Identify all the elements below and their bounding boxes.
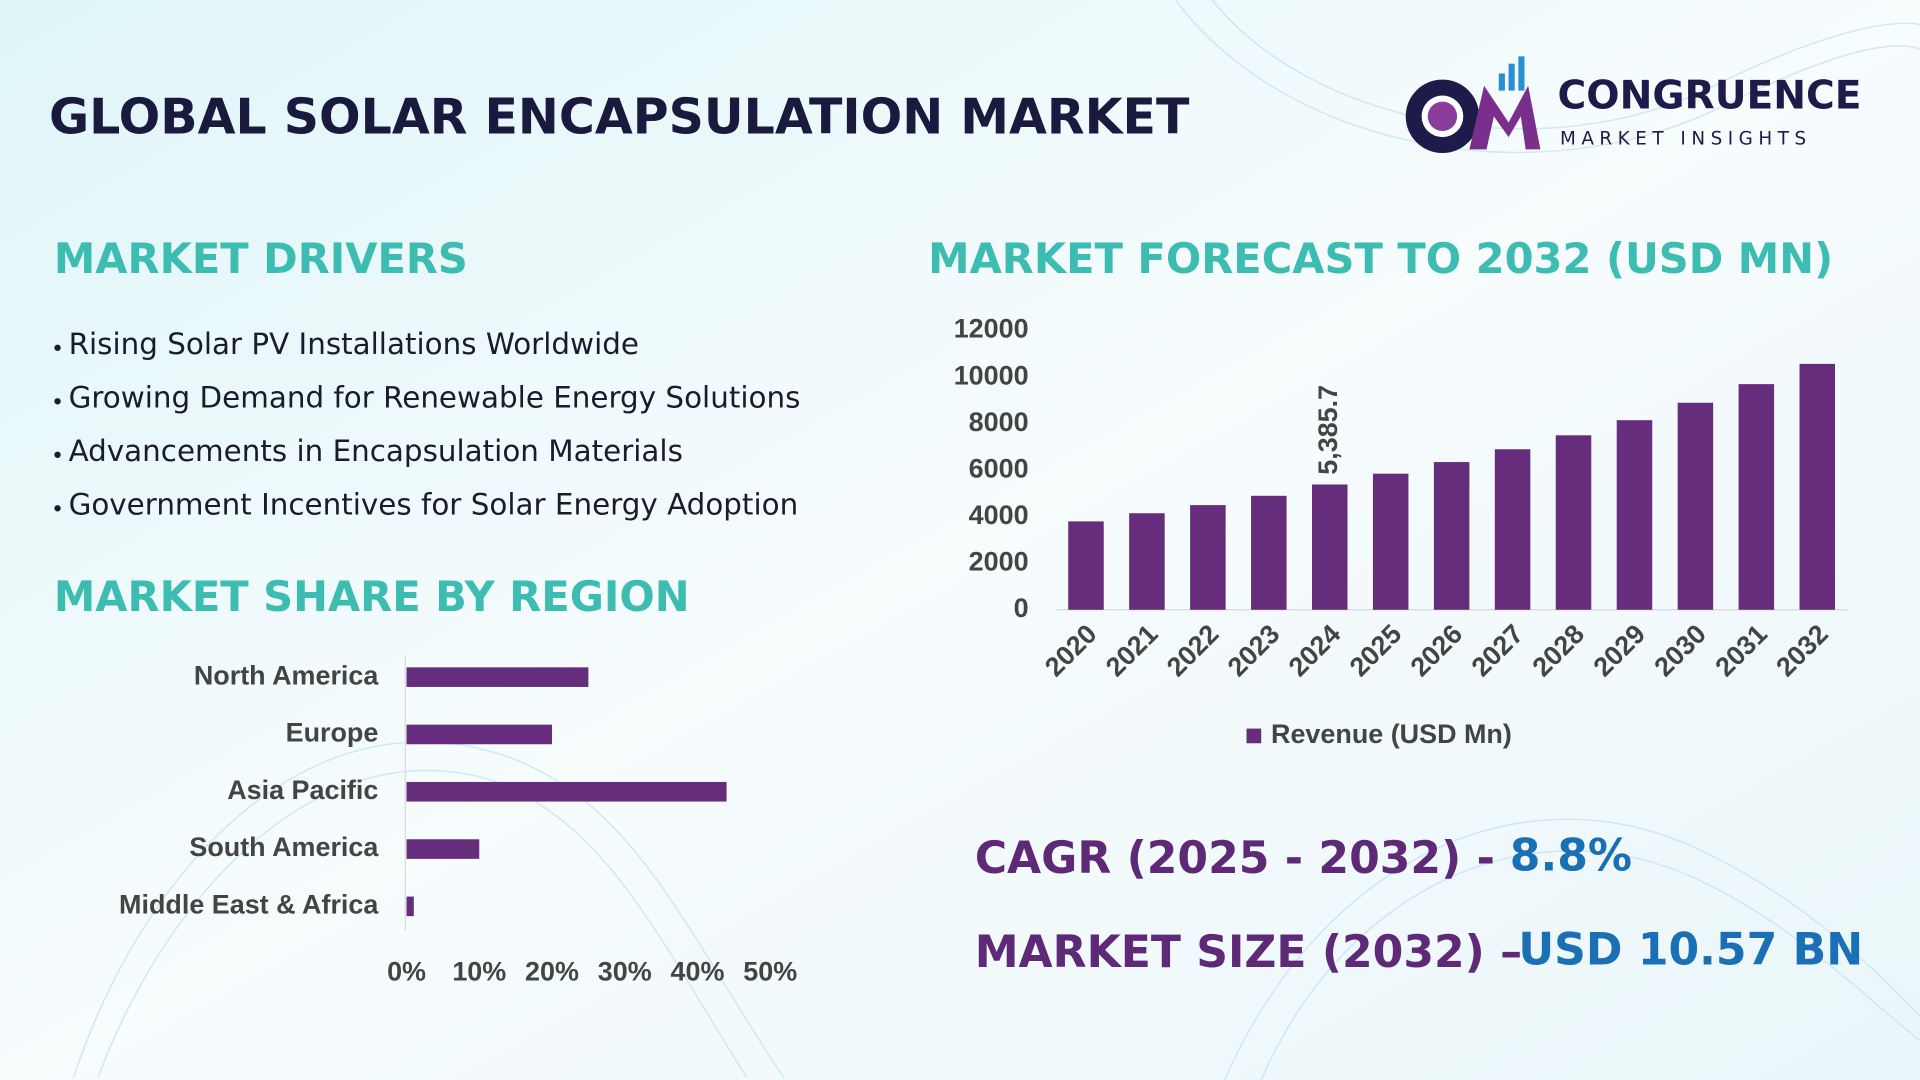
bar xyxy=(1494,449,1531,610)
bar xyxy=(1555,435,1592,610)
driver-item: Growing Demand for Renewable Energy Solu… xyxy=(69,380,801,414)
section-title: MARKET SHARE BY REGION xyxy=(54,572,690,621)
bar xyxy=(1738,384,1775,610)
bullet xyxy=(54,344,61,351)
legend-label: Revenue (USD Mn) xyxy=(1271,719,1512,749)
y-tick-label: 4000 xyxy=(969,500,1029,530)
value-label: 5,385.7 xyxy=(1313,385,1343,475)
bar xyxy=(1129,513,1165,610)
section-title: MARKET DRIVERS xyxy=(54,234,468,283)
y-tick-label: Europe xyxy=(286,718,379,748)
x-tick-label: 10% xyxy=(452,957,506,987)
x-tick-label: 50% xyxy=(743,957,797,987)
y-tick-label: 12000 xyxy=(954,314,1029,344)
bar xyxy=(406,781,727,802)
y-tick-label: 10000 xyxy=(954,360,1029,390)
decor-waves xyxy=(72,0,1920,1080)
bullet xyxy=(54,398,61,405)
y-tick-label: North America xyxy=(194,660,380,690)
bar xyxy=(1372,473,1409,610)
bar xyxy=(406,896,414,917)
bar xyxy=(1677,402,1714,610)
logo: CONGRUENCE MARKET INSIGHTS xyxy=(1405,56,1862,154)
bar xyxy=(1616,420,1653,610)
bullet xyxy=(54,451,61,458)
page-title: GLOBAL SOLAR ENCAPSULATION MARKET xyxy=(49,89,1190,146)
logo-name: CONGRUENCE xyxy=(1558,73,1862,118)
bar xyxy=(1799,363,1836,610)
bar xyxy=(1190,505,1226,610)
y-tick-label: South America xyxy=(189,832,379,862)
y-tick-label: 2000 xyxy=(969,546,1029,576)
size-label: MARKET SIZE (2032) – xyxy=(975,927,1523,978)
legend-swatch xyxy=(1246,728,1262,744)
driver-item: Advancements in Encapsulation Materials xyxy=(69,434,683,468)
y-tick-label: Asia Pacific xyxy=(227,775,378,805)
y-tick-label: 6000 xyxy=(969,453,1029,483)
x-tick-label: 20% xyxy=(525,957,579,987)
y-tick-label: 0 xyxy=(1014,593,1029,623)
driver-item: Government Incentives for Solar Energy A… xyxy=(69,487,799,521)
cagr-label: CAGR (2025 - 2032) - xyxy=(975,833,1495,884)
bar xyxy=(1251,495,1287,610)
bar xyxy=(1433,462,1470,610)
y-tick-label: Middle East & Africa xyxy=(119,889,379,919)
x-tick-label: 40% xyxy=(671,957,725,987)
section-title: MARKET FORECAST TO 2032 (USD MN) xyxy=(928,234,1833,283)
driver-list: Rising Solar PV Installations Worldwide G… xyxy=(54,327,801,521)
bar xyxy=(1311,484,1348,610)
bar xyxy=(1068,521,1104,610)
bar xyxy=(406,724,552,745)
x-tick-label: 0% xyxy=(387,957,426,987)
bar xyxy=(406,667,589,687)
y-tick-label: 8000 xyxy=(969,407,1029,437)
bullet xyxy=(54,505,61,512)
bar xyxy=(406,839,480,859)
size-value: USD 10.57 BN xyxy=(1518,925,1863,976)
cagr-value: 8.8% xyxy=(1510,830,1632,881)
logo-tagline: MARKET INSIGHTS xyxy=(1560,129,1812,150)
driver-item: Rising Solar PV Installations Worldwide xyxy=(69,327,639,361)
x-tick-label: 30% xyxy=(598,957,652,987)
